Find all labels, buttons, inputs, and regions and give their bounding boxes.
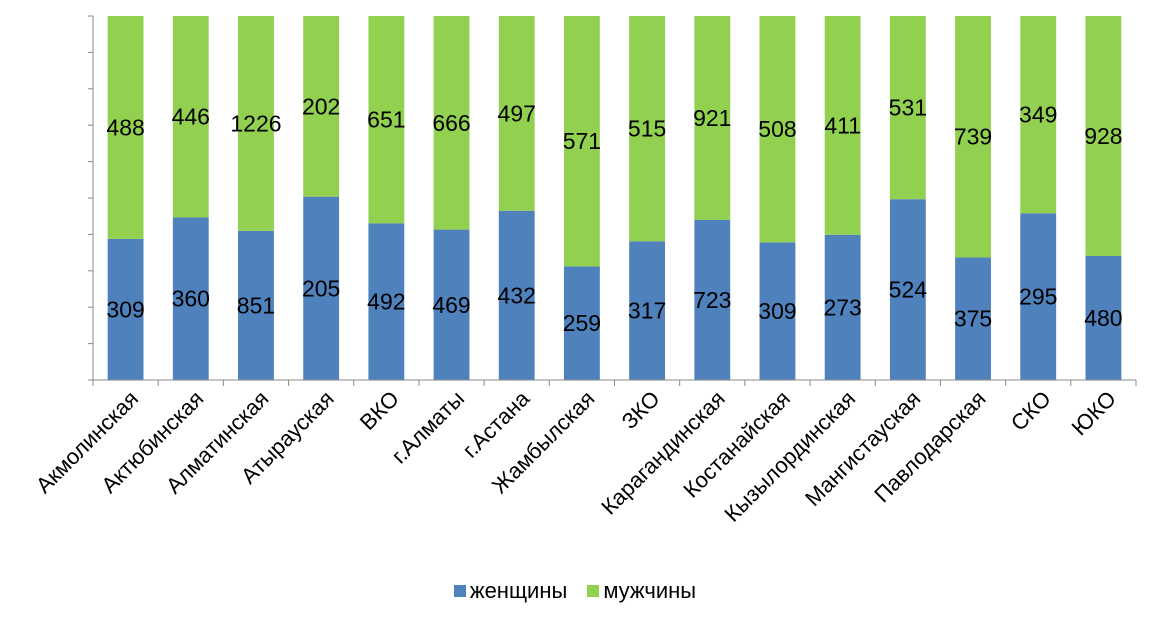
bar-women-15 (1085, 255, 1122, 380)
bar-women-4 (368, 223, 405, 380)
label-women-7: 259 (563, 310, 601, 336)
bar-men-4 (368, 16, 405, 224)
bar-women-10 (759, 242, 796, 380)
category-label-15: ЮКО (1067, 386, 1121, 440)
legend-item-women: женщины (453, 578, 568, 604)
category-label-13: Павлодарская (869, 386, 990, 507)
legend: женщины мужчины (0, 578, 1150, 604)
legend-swatch-men (587, 585, 600, 597)
legend-label-men: мужчины (603, 578, 697, 603)
category-label-4: ВКО (355, 386, 404, 435)
bar-men-6 (498, 16, 535, 211)
label-men-13: 739 (954, 124, 992, 150)
label-women-5: 469 (432, 292, 470, 318)
bar-women-2 (238, 230, 274, 380)
label-men-9: 921 (693, 105, 731, 131)
category-label-5: г.Алматы (387, 386, 470, 469)
label-men-15: 928 (1084, 123, 1122, 149)
label-men-1: 446 (172, 104, 210, 130)
label-women-8: 317 (628, 298, 666, 324)
category-label-12: Мангистауская (800, 386, 925, 511)
label-women-1: 360 (172, 286, 210, 312)
axes-layer (88, 15, 1137, 386)
bar-men-2 (238, 16, 274, 231)
bar-men-5 (433, 16, 470, 230)
category-label-14: СКО (1006, 386, 1056, 436)
label-women-10: 309 (758, 298, 796, 324)
label-women-11: 273 (823, 294, 861, 320)
label-women-4: 492 (367, 289, 405, 315)
label-women-9: 723 (693, 287, 731, 313)
bar-men-0 (107, 16, 144, 239)
bar-women-8 (629, 241, 666, 380)
bar-women-12 (889, 199, 926, 380)
label-women-14: 295 (1019, 284, 1057, 310)
label-men-5: 666 (432, 110, 470, 136)
bar-men-7 (563, 16, 600, 267)
bar-women-1 (172, 217, 209, 380)
label-women-13: 375 (954, 306, 992, 332)
bar-women-7 (563, 266, 600, 380)
label-women-0: 309 (106, 296, 144, 322)
bar-women-0 (107, 238, 144, 380)
bar-women-14 (1020, 213, 1057, 380)
label-men-14: 349 (1019, 102, 1057, 128)
label-men-0: 488 (106, 114, 144, 140)
label-women-2: 851 (237, 292, 275, 318)
bar-women-3 (303, 196, 340, 380)
category-labels-layer: АкмолинскаяАктюбинскаяАлматинскаяАтыраус… (31, 385, 1121, 526)
label-women-3: 205 (302, 275, 340, 301)
bar-women-9 (694, 219, 731, 380)
label-women-15: 480 (1084, 305, 1122, 331)
label-men-7: 571 (563, 128, 601, 154)
bar-women-13 (955, 257, 991, 380)
bar-men-11 (824, 16, 861, 235)
bar-women-11 (824, 234, 861, 380)
label-women-6: 432 (498, 282, 536, 308)
legend-swatch-women (453, 585, 466, 597)
bar-men-15 (1085, 16, 1122, 256)
label-men-2: 1226 (230, 110, 281, 136)
label-men-3: 202 (302, 93, 340, 119)
label-men-8: 515 (628, 116, 666, 142)
label-men-6: 497 (498, 100, 536, 126)
bar-men-3 (303, 16, 340, 197)
legend-item-men: мужчины (587, 578, 696, 604)
bar-men-9 (694, 16, 731, 220)
bar-men-8 (629, 16, 666, 242)
label-men-11: 411 (824, 112, 861, 138)
category-label-8: ЗКО (617, 386, 665, 434)
bars-layer (107, 16, 1122, 380)
bar-men-12 (889, 16, 926, 200)
bar-men-10 (759, 16, 796, 243)
label-men-12: 531 (889, 95, 927, 121)
bar-men-13 (955, 16, 991, 258)
label-men-10: 508 (758, 116, 796, 142)
label-men-4: 651 (367, 107, 405, 133)
bar-men-14 (1020, 16, 1057, 214)
bar-men-1 (172, 16, 209, 218)
bar-women-6 (498, 210, 535, 380)
bar-women-5 (433, 229, 470, 380)
legend-label-women: женщины (469, 578, 568, 603)
data-labels-layer: 309 488 360 446 851 1226 205 202 492 651 469 666 432… (106, 93, 1122, 336)
label-women-12: 524 (889, 277, 928, 303)
